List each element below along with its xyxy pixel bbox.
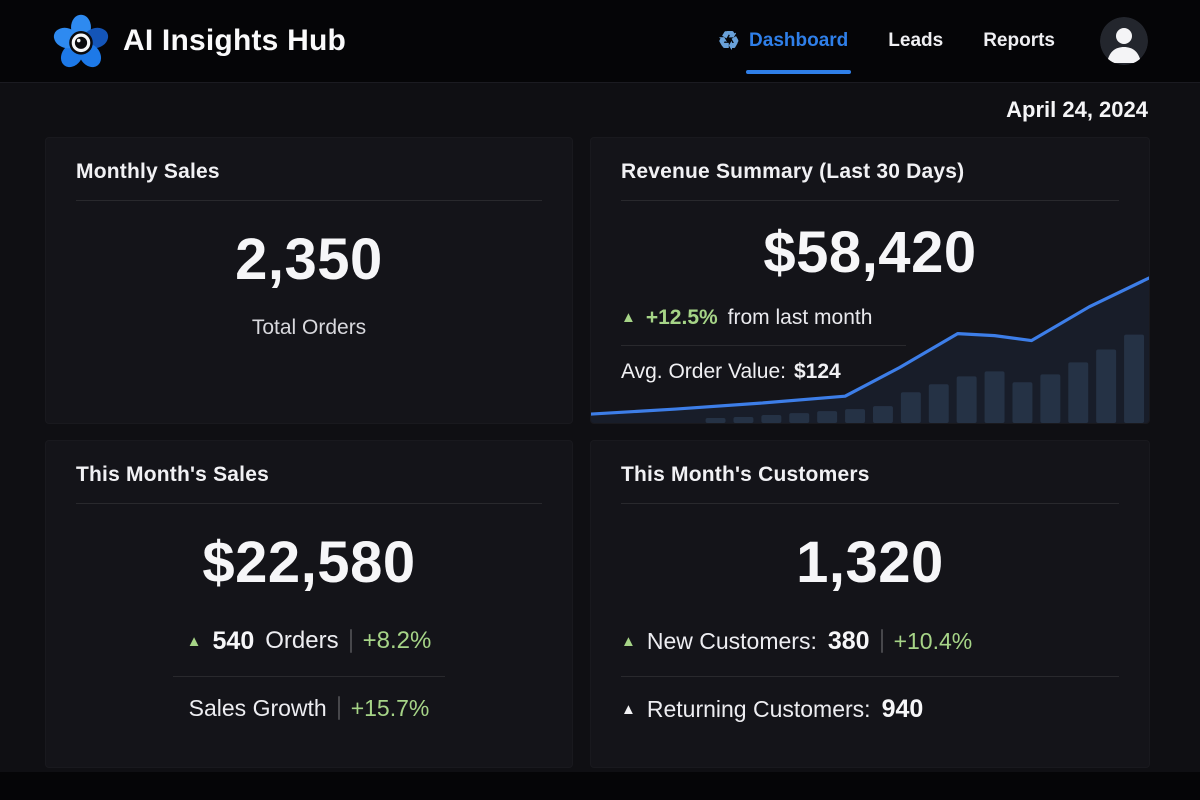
new-customers-percent: +10.4% (893, 627, 973, 654)
trend-percent: +12.5% (645, 305, 718, 329)
orders-label: Orders (265, 627, 339, 655)
divider (76, 200, 542, 201)
nav-label-reports: Reports (983, 30, 1055, 51)
user-avatar[interactable] (1100, 17, 1148, 65)
returning-customers-up-triangle-icon: ▲ (621, 700, 636, 718)
trend-up-triangle-icon: ▲ (621, 309, 636, 327)
bottom-strip (0, 772, 1200, 800)
new-customers-row: ▲ New Customers: 380 +10.4% (621, 627, 1119, 656)
nav-item-reports[interactable]: Reports (983, 0, 1055, 82)
app-title: AI Insights Hub (123, 24, 346, 57)
app-logo-flower-lens-icon (52, 12, 110, 70)
month-sales-value: $22,580 (202, 530, 416, 595)
active-tab-indicator (746, 70, 852, 74)
orders-count: 540 (212, 626, 255, 655)
dashboard-content: April 24, 2024 Monthly Sales 2,350 Total… (0, 83, 1200, 772)
user-person-icon (1100, 17, 1148, 65)
growth-percent: +15.7% (350, 694, 430, 721)
orders-up-triangle-icon: ▲ (186, 632, 202, 650)
orders-percent: +8.2% (362, 627, 432, 655)
dashboard-recycle-arrows-icon: ♻ (717, 26, 741, 55)
top-navbar: AI Insights Hub ♻ Dashboard Leads Report… (0, 0, 1200, 83)
orders-stat-row: ▲ 540 Orders +8.2% (76, 627, 542, 656)
card-this-month-sales: This Month's Sales $22,580 ▲ 540 Orders … (45, 440, 573, 768)
card-this-month-customers: This Month's Customers 1,320 ▲ New Custo… (590, 440, 1150, 768)
avg-order-label: Avg. Order Value: (621, 359, 786, 383)
customers-value: 1,320 (796, 530, 944, 595)
revenue-sparkline-chart (591, 276, 1149, 423)
revenue-value: $58,420 (763, 220, 977, 285)
nav-label-dashboard: Dashboard (749, 30, 849, 51)
vertical-separator (337, 696, 340, 721)
nav-item-leads[interactable]: Leads (888, 0, 943, 82)
revenue-trend-row: ▲ +12.5% from last month (621, 306, 1119, 330)
main-nav: ♻ Dashboard Leads Reports (718, 0, 1055, 82)
divider (621, 200, 1119, 201)
divider (621, 503, 1119, 504)
avg-order-value: $124 (793, 359, 841, 383)
divider (621, 675, 1119, 677)
returning-customers-label: Returning Customers: (646, 695, 871, 722)
total-orders-value: 2,350 (235, 227, 383, 292)
growth-label: Sales Growth (188, 694, 327, 721)
card-revenue-summary: Revenue Summary (Last 30 Days) $58,420 ▲… (590, 137, 1150, 424)
new-customers-count: 380 (827, 626, 870, 655)
card-title: This Month's Customers (621, 463, 870, 486)
total-orders-label: Total Orders (251, 315, 367, 339)
card-title: Monthly Sales (76, 160, 220, 183)
avg-order-row: Avg. Order Value: $124 (621, 360, 1119, 384)
divider (621, 344, 906, 346)
vertical-separator (349, 629, 352, 654)
card-title: Revenue Summary (Last 30 Days) (621, 160, 965, 183)
nav-item-dashboard[interactable]: ♻ Dashboard (717, 0, 852, 82)
nav-label-leads: Leads (888, 30, 944, 51)
vertical-separator (880, 629, 883, 654)
returning-customers-count: 940 (881, 694, 924, 723)
card-monthly-sales: Monthly Sales 2,350 Total Orders (45, 137, 573, 424)
card-title: This Month's Sales (76, 463, 269, 486)
trend-text: from last month (727, 305, 873, 329)
new-customers-label: New Customers: (646, 627, 817, 654)
returning-customers-row: ▲ Returning Customers: 940 (621, 695, 1119, 724)
cards-grid: Monthly Sales 2,350 Total Orders Revenue… (45, 137, 1150, 768)
new-customers-up-triangle-icon: ▲ (621, 632, 636, 650)
divider (173, 675, 445, 677)
brand[interactable]: AI Insights Hub (52, 12, 346, 70)
divider (76, 503, 542, 504)
growth-stat-row: Sales Growth +15.7% (76, 695, 542, 722)
current-date: April 24, 2024 (1006, 97, 1148, 122)
